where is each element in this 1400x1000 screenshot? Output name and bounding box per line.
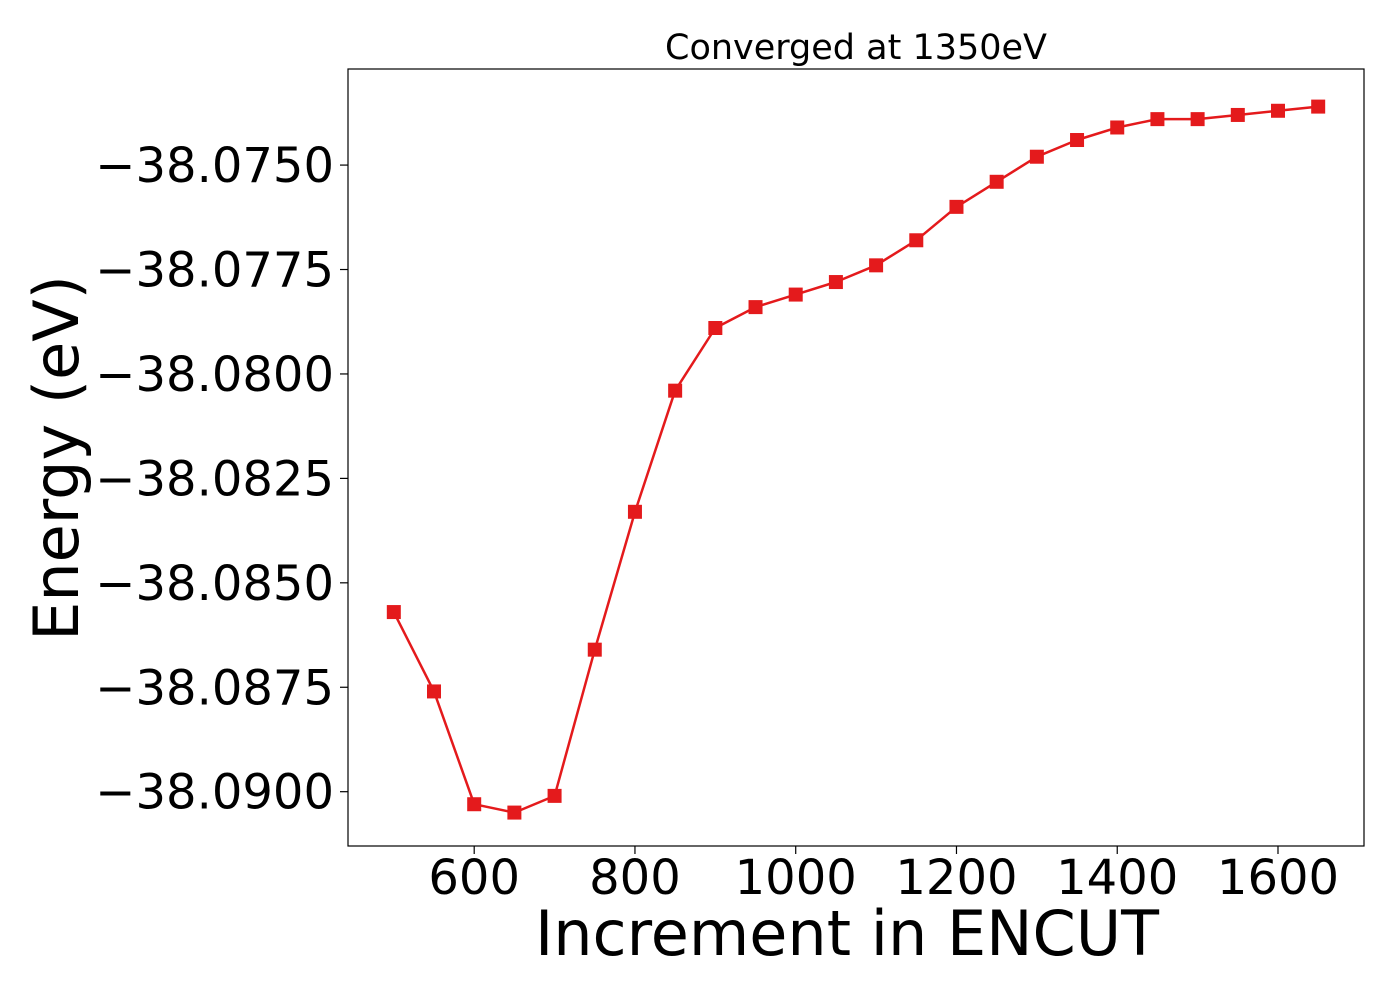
data-point-marker	[467, 797, 482, 812]
y-tick-label: −38.0900	[95, 765, 334, 821]
y-tick-label: −38.0800	[95, 347, 334, 403]
x-tick-label: 800	[589, 850, 681, 906]
y-tick-label: −38.0750	[95, 138, 334, 194]
data-point-marker	[1150, 112, 1165, 127]
y-tick-label: −38.0850	[95, 556, 334, 612]
data-point-marker	[427, 684, 442, 699]
y-tick-label: −38.0875	[95, 660, 334, 716]
data-point-marker	[989, 174, 1004, 189]
data-point-marker	[1311, 99, 1326, 114]
data-point-marker	[547, 788, 562, 803]
y-axis-ticks: −38.0750 −38.0775 −38.0800 −38.0825 −38.0850…	[95, 138, 348, 821]
x-tick-label: 1200	[895, 850, 1017, 906]
data-point-marker	[909, 233, 924, 248]
data-point-marker	[949, 199, 964, 214]
data-point-marker	[1270, 103, 1285, 118]
data-point-marker	[386, 605, 401, 620]
x-axis-ticks: 600 800 1000 1200 1400 1600	[428, 846, 1339, 906]
data-point-marker	[1110, 120, 1125, 135]
x-tick-label: 1600	[1217, 850, 1339, 906]
x-tick-label: 1000	[735, 850, 857, 906]
data-point-marker	[587, 642, 602, 657]
data-point-marker	[869, 258, 884, 273]
data-point-marker	[1230, 107, 1245, 122]
series-line	[392, 105, 1319, 814]
data-point-marker	[788, 287, 803, 302]
data-point-marker	[668, 383, 683, 398]
chart-title: Converged at 1350eV	[665, 28, 1047, 68]
data-point-marker	[507, 805, 522, 820]
y-axis-label: Energy (eV)	[20, 275, 93, 641]
series-layer	[386, 99, 1326, 820]
data-point-marker	[1190, 112, 1205, 127]
plot-area-frame	[347, 68, 1365, 847]
data-point-marker	[828, 275, 843, 290]
data-point-marker	[708, 321, 723, 335]
data-point-marker	[627, 504, 642, 519]
data-point-marker	[1029, 149, 1044, 164]
data-point-marker	[748, 300, 763, 315]
data-point-marker	[1070, 133, 1085, 148]
y-tick-label: −38.0825	[95, 451, 334, 507]
x-axis-label: Increment in ENCUT	[535, 897, 1160, 970]
x-tick-label: 600	[428, 850, 520, 906]
x-tick-label: 1400	[1056, 850, 1178, 906]
y-tick-label: −38.0775	[95, 243, 334, 299]
